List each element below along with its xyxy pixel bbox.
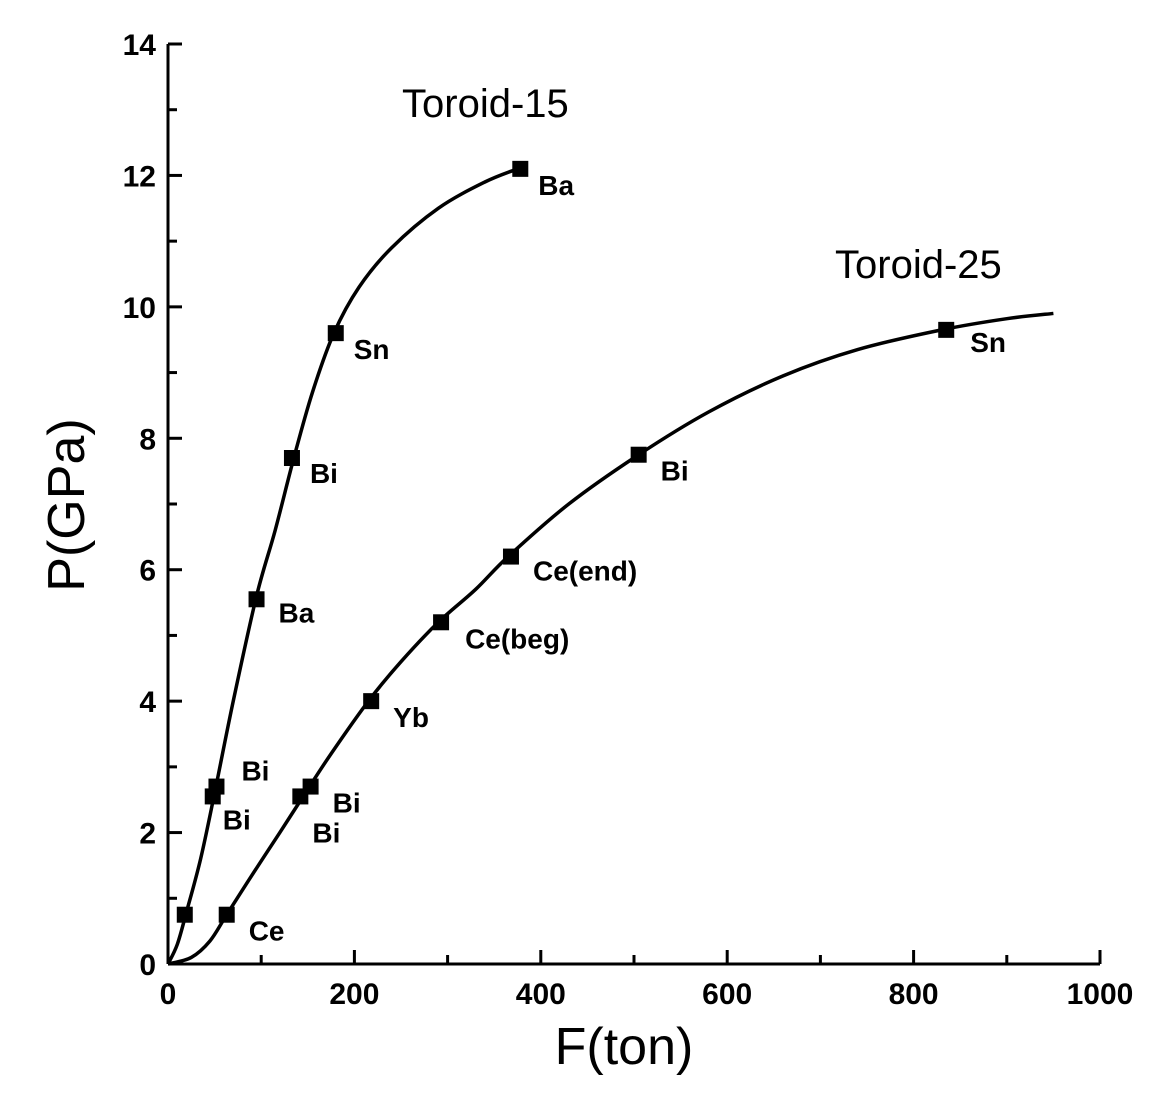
y-tick-label: 0 — [139, 949, 156, 982]
data-point-label: Ba — [279, 597, 315, 628]
data-point-label: Bi — [310, 458, 338, 489]
data-point-label: Bi — [241, 756, 269, 787]
data-point-marker — [248, 591, 265, 608]
x-axis-title: F(ton) — [555, 1018, 694, 1076]
data-point-label: Ce — [249, 916, 285, 947]
data-point-marker — [208, 778, 225, 795]
y-axis-title: P(GPa) — [38, 418, 96, 591]
x-tick-label: 1000 — [1067, 978, 1134, 1011]
data-point-marker — [176, 906, 193, 923]
data-point-marker — [938, 321, 955, 338]
data-point-marker — [630, 446, 647, 463]
data-point-label: Sn — [970, 327, 1006, 358]
axes: 0 200 400 600 800 1000 0 2 4 6 8 10 12 14 — [123, 29, 1134, 1011]
curves — [166, 167, 1054, 966]
x-tick-label: 0 — [160, 978, 177, 1011]
data-point-marker — [283, 450, 300, 466]
data-point-marker — [302, 778, 319, 795]
data-point-label: Ba — [538, 170, 574, 201]
data-point-label: Bi — [661, 456, 689, 487]
data-point-label: Ce(end) — [533, 556, 637, 587]
x-tick-label: 800 — [889, 978, 939, 1011]
series-label-toroid-15: Toroid-15 — [402, 82, 569, 126]
data-point-label: Sn — [354, 334, 390, 365]
data-point-marker — [433, 614, 450, 631]
series-label-toroid-25: Toroid-25 — [835, 243, 1002, 287]
data-point-label: Ce(beg) — [465, 623, 569, 654]
data-point-marker — [327, 325, 344, 342]
x-tick-label: 200 — [329, 978, 379, 1011]
x-tick-label: 600 — [702, 978, 752, 1011]
markers — [176, 160, 955, 923]
x-tick-label: 400 — [516, 978, 566, 1011]
data-point-label: Bi — [223, 804, 251, 835]
y-tick-label: 2 — [139, 818, 156, 851]
series-line-toroid-15 — [166, 167, 519, 965]
y-tick-label: 14 — [123, 29, 157, 62]
data-point-label: Bi — [312, 817, 340, 848]
y-tick-label: 12 — [123, 160, 156, 193]
data-point-marker — [363, 693, 380, 710]
data-point-label: Bi — [333, 788, 361, 819]
y-tick-label: 10 — [123, 292, 156, 325]
data-point-marker — [512, 160, 529, 177]
series-line-toroid-25 — [167, 311, 1054, 966]
data-point-marker — [218, 906, 235, 923]
y-tick-label: 4 — [139, 686, 156, 719]
y-tick-label: 6 — [139, 555, 156, 588]
data-point-marker — [502, 548, 519, 565]
y-tick-label: 8 — [139, 423, 156, 456]
data-point-label: Yb — [393, 702, 429, 733]
